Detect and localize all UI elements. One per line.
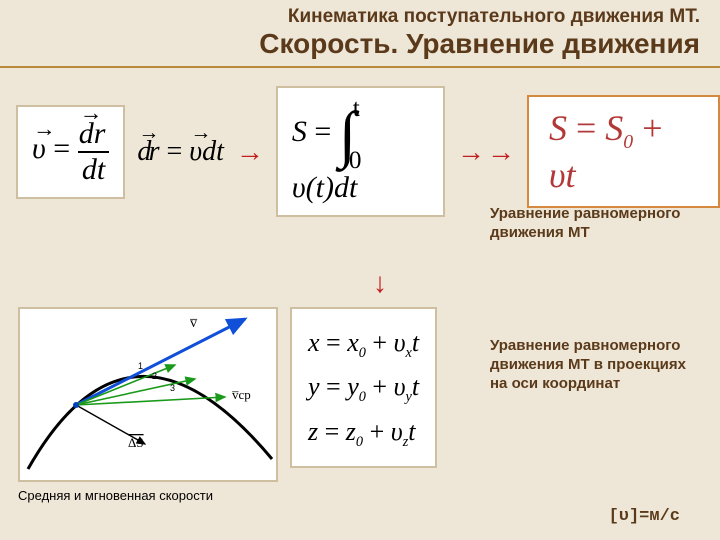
svg-text:2: 2 (152, 371, 157, 381)
svg-text:3: 3 (170, 383, 175, 393)
units-label: [υ]=м/с (609, 507, 680, 526)
svg-text:1: 1 (138, 361, 143, 371)
eq-differential: dr = υdt (137, 136, 224, 168)
svg-text:ΔS: ΔS (128, 435, 144, 450)
caption-projections: Уравнение равномерного движения МТ в про… (490, 337, 700, 393)
header-rule (0, 66, 720, 68)
caption-diagram: Средняя и мгновенная скорости (18, 488, 290, 503)
arrow-icon: → (236, 136, 264, 168)
velocity-diagram: v̅ 1 2 3 v̅ср ΔS (18, 307, 278, 482)
arrow-icon: → (457, 136, 485, 168)
page-title: Скорость. Уравнение движения (20, 28, 700, 60)
diagram-svg: v̅ 1 2 3 v̅ср ΔS (20, 309, 280, 484)
caption-uniform: Уравнение равномерного движения МТ (490, 205, 700, 243)
equation-row-1: υ = ddrr dt dr = υdt → S = ∫t0 υ(t)dt → … (16, 86, 720, 217)
arrow-icon: → (487, 136, 515, 168)
eq-velocity-definition: υ = ddrr dt (16, 105, 125, 199)
supertitle: Кинематика поступательного движения МТ. (20, 6, 700, 28)
arrow-down-icon: ↓ (370, 267, 390, 299)
svg-text:v̅: v̅ (190, 316, 198, 331)
eq-proj-y: y = y0 + υyt (308, 365, 419, 409)
eq-uniform-motion: S = S0 + υt (527, 95, 720, 208)
eq-projections: x = x0 + υxt y = y0 + υyt z = z0 + υzt (290, 307, 437, 468)
eq-proj-z: z = z0 + υzt (308, 410, 419, 454)
svg-text:v̅ср: v̅ср (231, 387, 250, 402)
eq-integral: S = ∫t0 υ(t)dt (276, 86, 445, 217)
eq-proj-x: x = x0 + υxt (308, 321, 419, 365)
